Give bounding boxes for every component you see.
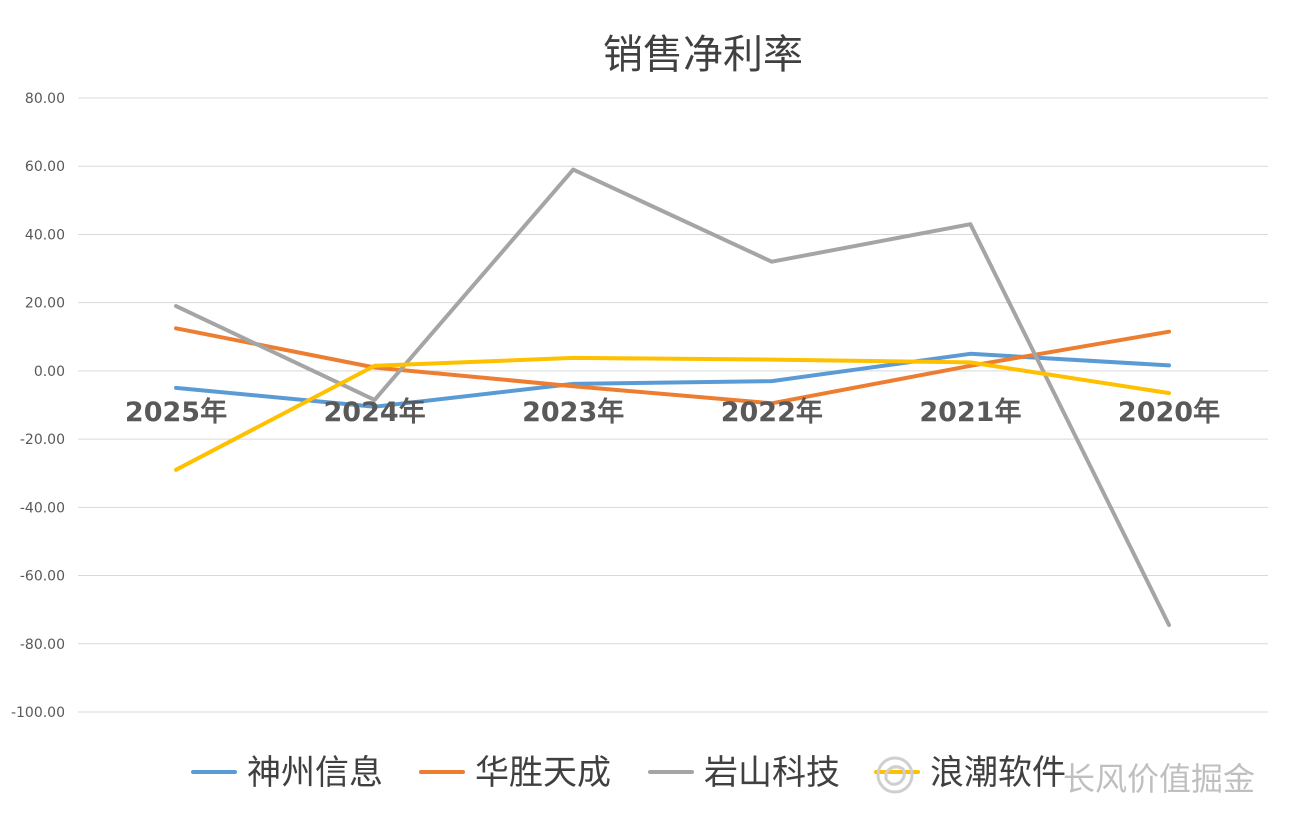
y-tick-label: 20.00 [25, 296, 65, 312]
y-tick-label: 40.00 [25, 227, 65, 243]
legend-label: 岩山科技 [704, 753, 840, 793]
series-line-1 [174, 351, 1171, 409]
series-line-4 [174, 355, 1171, 472]
y-axis-tick-labels: 80.00 60.00 40.00 20.00 0.00 -20.00 -40.00 -60.… [11, 91, 65, 721]
y-tick-label: 60.00 [25, 159, 65, 175]
y-tick-label: 80.00 [25, 91, 65, 107]
x-tick-label: 2024年 [324, 396, 426, 428]
series-line-2 [174, 326, 1171, 406]
x-tick-label: 2022年 [721, 396, 823, 428]
x-tick-label: 2025年 [125, 396, 227, 428]
x-tick-label: 2020年 [1118, 396, 1220, 428]
grid-lines [78, 97, 1268, 713]
chart-title: 销售净利率 [603, 32, 803, 78]
legend-label: 神州信息 [247, 753, 383, 793]
legend-label: 华胜天成 [475, 753, 611, 793]
legend-label: 浪潮软件 [930, 753, 1066, 793]
x-tick-label: 2021年 [919, 396, 1021, 428]
series-lines [174, 167, 1171, 627]
y-tick-label: 0.00 [34, 364, 65, 380]
x-tick-label: 2023年 [522, 396, 624, 428]
snowball-logo-icon [876, 756, 914, 794]
y-tick-label: -40.00 [20, 500, 65, 516]
watermark-text: 长风价值掘金 [1063, 760, 1255, 798]
y-tick-label: -100.00 [11, 705, 65, 721]
x-axis-tick-labels: 2025年 2024年 2023年 2022年 2021年 2020年 [125, 396, 1220, 428]
watermark: 长风价值掘金 [876, 756, 1255, 798]
y-tick-label: -80.00 [20, 637, 65, 653]
y-tick-label: -60.00 [20, 569, 65, 585]
y-tick-label: -20.00 [20, 432, 65, 448]
legend: 神州信息 华胜天成 岩山科技 浪潮软件 [191, 753, 1066, 793]
